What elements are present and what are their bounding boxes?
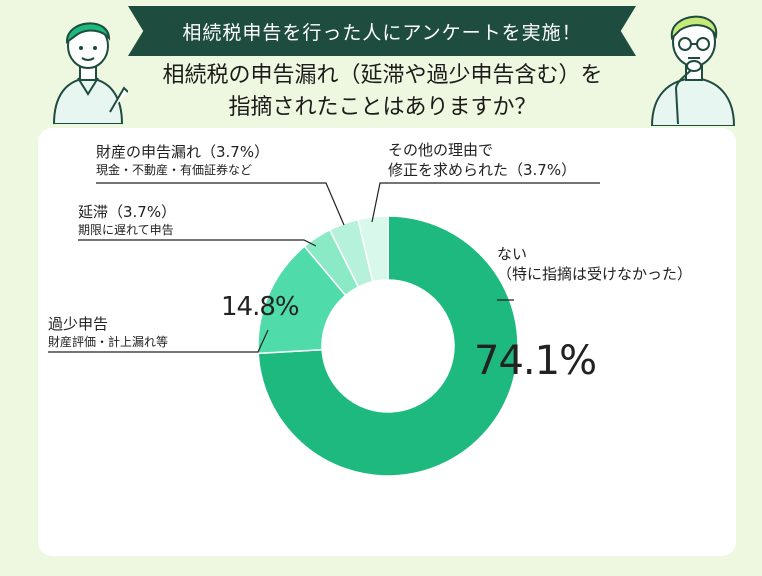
slice-label-none: ない （特に指摘は受けなかった） bbox=[497, 245, 693, 283]
question-title: 相続税の申告漏れ（延滞や過少申告含む）を 指摘されたことはありますか？ bbox=[110, 60, 655, 124]
leader-line-entai bbox=[78, 239, 317, 247]
person-right-illustration bbox=[650, 15, 736, 126]
banner-text: 相続税申告を行った人にアンケートを実施！ bbox=[182, 21, 582, 44]
slice-other bbox=[357, 215, 389, 283]
slice-value-none: 74.1% bbox=[474, 338, 597, 384]
slice-label-kashou: 過少申告 財産評価・計上漏れ等 bbox=[48, 315, 169, 349]
slice-none bbox=[257, 215, 519, 477]
question-line-1: 相続税の申告漏れ（延滞や過少申告含む）を bbox=[162, 63, 603, 88]
slice-value-kashou: 14.8% bbox=[221, 292, 300, 322]
question-line-2: 指摘されたことはありますか？ bbox=[228, 95, 537, 120]
slice-label-zaisan: 財産の申告漏れ（3.7%） 現金・不動産・有価証券など bbox=[96, 143, 270, 177]
person-left-illustration bbox=[52, 22, 128, 124]
leader-line-zaisan bbox=[96, 182, 345, 226]
slice-label-entai: 延滞（3.7%） 期限に遅れて申告 bbox=[78, 203, 177, 237]
chart-panel bbox=[38, 128, 736, 556]
survey-banner: 相続税申告を行った人にアンケートを実施！ bbox=[128, 6, 636, 56]
leader-line-kashou bbox=[48, 329, 269, 353]
slice-label-other: その他の理由で 修正を求められた（3.7%） bbox=[388, 141, 577, 179]
leader-line-other bbox=[371, 182, 600, 223]
